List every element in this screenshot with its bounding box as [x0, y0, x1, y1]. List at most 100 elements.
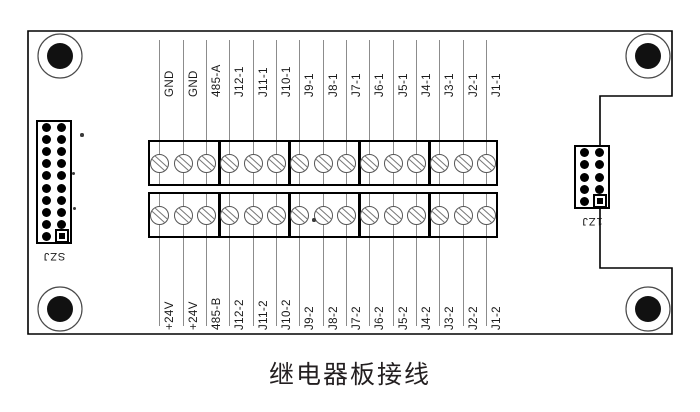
header-pin [580, 184, 589, 194]
leader-line-top [229, 40, 231, 186]
terminal-label-bottom: +24V [164, 301, 177, 330]
screw-terminal[interactable] [476, 205, 496, 225]
leader-line-top [415, 40, 417, 186]
terminal-label-top: 485-A [210, 64, 223, 97]
screw-terminal[interactable] [220, 153, 240, 173]
screw-terminal[interactable] [406, 205, 426, 225]
terminal-label-bottom: J8-2 [327, 306, 340, 330]
screw-terminal[interactable] [360, 153, 380, 173]
header-pin [42, 207, 51, 217]
terminal-label-bottom: J1-2 [490, 306, 503, 330]
header-pin [42, 135, 51, 145]
leader-line-top [275, 40, 277, 186]
board-marker-dot [312, 218, 316, 222]
terminal-label-bottom: J9-2 [304, 306, 317, 330]
terminal-label-bottom: J12-2 [234, 299, 247, 330]
header-pin [57, 147, 66, 157]
board-marker-dot [72, 172, 75, 175]
leader-line-top [205, 40, 207, 186]
leader-line-bottom [485, 192, 487, 326]
pin-header-right-designator: 1ZJ [581, 215, 603, 227]
header-pin [57, 159, 66, 169]
terminal-label-top: J11-1 [257, 67, 270, 97]
leader-line-top [182, 40, 184, 186]
screw-terminal[interactable] [290, 205, 310, 225]
header-pin [42, 159, 51, 169]
leader-line-bottom [415, 192, 417, 326]
diagram-caption: 继电器板接线 [268, 360, 431, 389]
leader-line-bottom [462, 192, 464, 326]
terminal-label-bottom: J3-2 [444, 306, 457, 330]
screw-terminal[interactable] [266, 205, 286, 225]
screw-terminal[interactable] [383, 205, 403, 225]
leader-line-bottom [275, 192, 277, 326]
screw-terminal[interactable] [336, 205, 356, 225]
header-pin [580, 172, 589, 182]
screw-terminal[interactable] [453, 153, 473, 173]
screw-terminal[interactable] [430, 205, 450, 225]
screw-terminal[interactable] [173, 153, 193, 173]
leader-line-top [322, 40, 324, 186]
terminal-row-top[interactable] [148, 140, 498, 186]
screw-terminal[interactable] [196, 205, 216, 225]
terminal-label-top: J2-1 [467, 73, 480, 97]
screw-terminal[interactable] [173, 205, 193, 225]
screw-terminal[interactable] [150, 153, 170, 173]
terminal-label-bottom: J2-2 [467, 306, 480, 330]
leader-line-bottom [159, 192, 161, 326]
header-pin [580, 148, 589, 158]
screw-terminal[interactable] [313, 153, 333, 173]
header-pin [595, 184, 604, 194]
header-pin [42, 183, 51, 193]
screw-terminal[interactable] [220, 205, 240, 225]
terminal-label-top: J10-1 [280, 66, 293, 97]
terminal-label-top: J4-1 [420, 73, 433, 97]
terminal-label-bottom: J6-2 [374, 306, 387, 330]
screw-terminal[interactable] [196, 153, 216, 173]
leader-line-bottom [369, 192, 371, 326]
leader-line-bottom [299, 192, 301, 326]
screw-terminal[interactable] [290, 153, 310, 173]
screw-terminal[interactable] [150, 205, 170, 225]
terminal-label-top: J5-1 [397, 73, 410, 97]
pin-1-marker [592, 194, 607, 209]
header-pin [42, 231, 51, 241]
board-marker-dot [73, 207, 76, 210]
terminal-label-bottom: 485-B [210, 297, 223, 330]
header-pin [595, 172, 604, 182]
leader-line-top [252, 40, 254, 186]
header-pin [595, 148, 604, 158]
screw-terminal[interactable] [430, 153, 450, 173]
screw-terminal[interactable] [243, 153, 263, 173]
terminal-label-top: J8-1 [327, 73, 340, 97]
terminal-row-bottom[interactable] [148, 192, 498, 238]
header-pin [42, 147, 51, 157]
terminal-label-bottom: J11-2 [257, 300, 270, 330]
leader-line-bottom [322, 192, 324, 326]
screw-terminal[interactable] [266, 153, 286, 173]
terminal-label-top: J1-1 [490, 73, 503, 97]
leader-line-bottom [392, 192, 394, 326]
leader-line-bottom [252, 192, 254, 326]
screw-terminal[interactable] [243, 205, 263, 225]
leader-line-bottom [182, 192, 184, 326]
screw-terminal[interactable] [383, 153, 403, 173]
board-edge-path [27, 30, 673, 335]
header-pin [57, 183, 66, 193]
header-pin [595, 160, 604, 170]
screw-terminal[interactable] [476, 153, 496, 173]
terminal-label-bottom: +24V [187, 301, 200, 330]
terminal-label-top: J7-1 [350, 73, 363, 97]
screw-terminal[interactable] [336, 153, 356, 173]
leader-line-top [439, 40, 441, 186]
leader-line-top [369, 40, 371, 186]
header-pin [42, 123, 51, 133]
terminal-label-top: GND [187, 70, 200, 97]
screw-terminal[interactable] [406, 153, 426, 173]
terminal-label-top: J3-1 [444, 73, 457, 97]
screw-terminal[interactable] [453, 205, 473, 225]
terminal-label-top: GND [164, 70, 177, 97]
screw-terminal[interactable] [313, 205, 333, 225]
screw-terminal[interactable] [360, 205, 380, 225]
